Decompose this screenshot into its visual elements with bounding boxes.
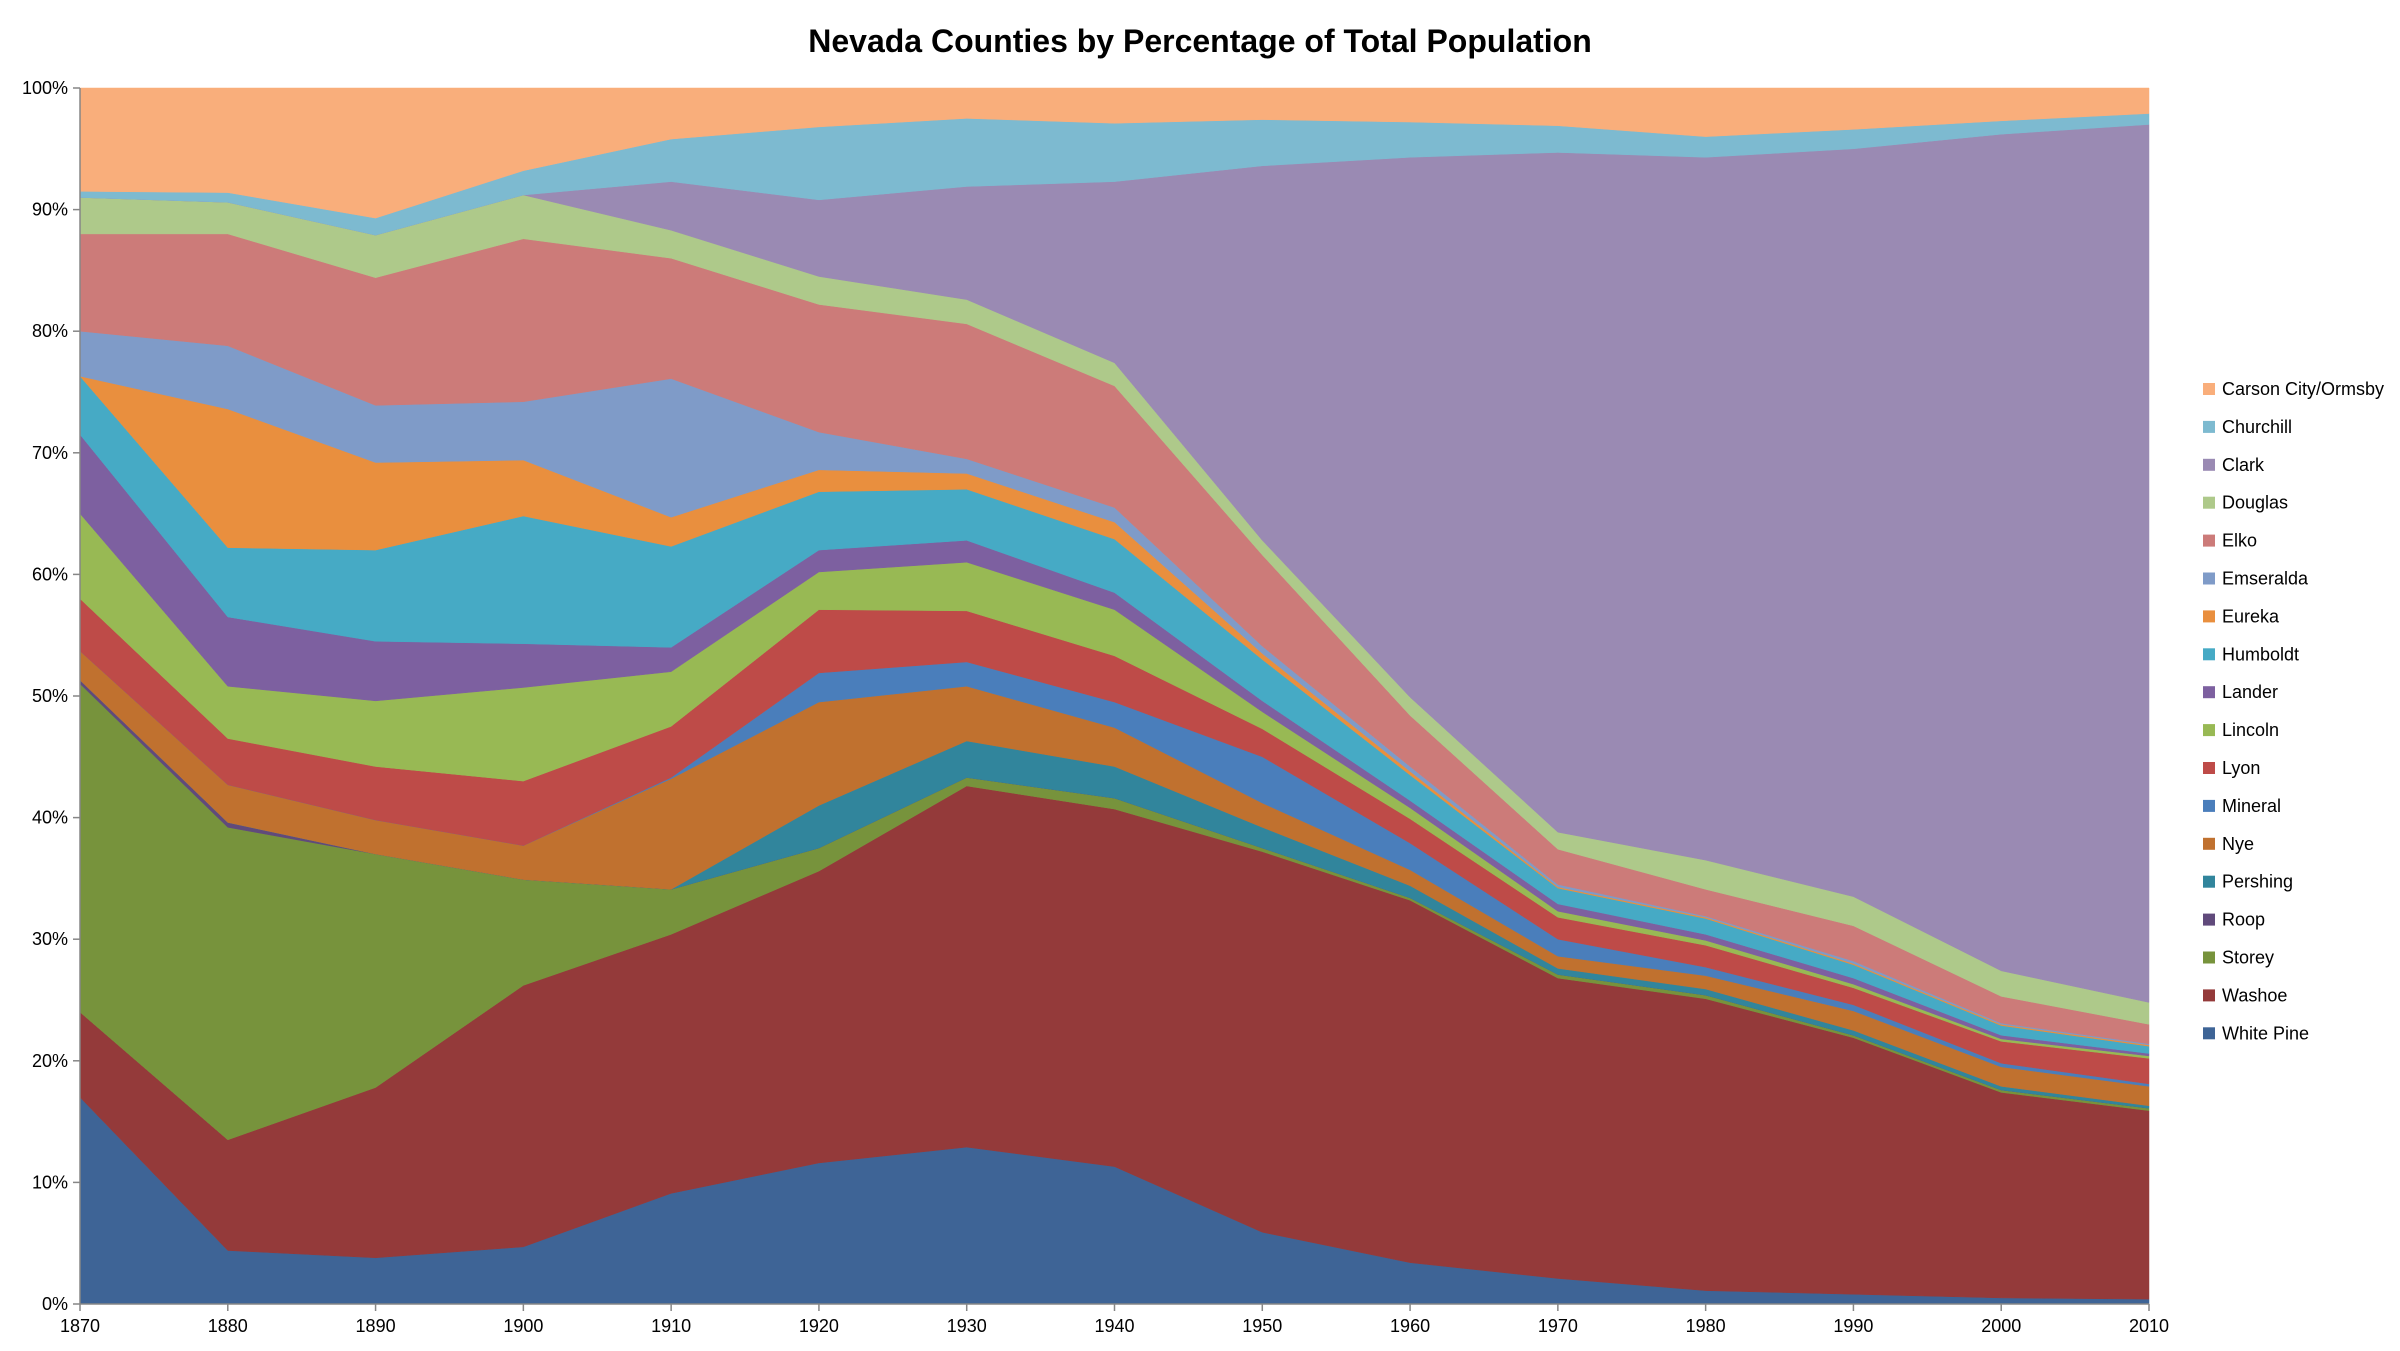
legend-label: Douglas <box>2222 493 2288 513</box>
legend-swatch <box>2203 951 2215 964</box>
legend-label: Lyon <box>2222 758 2260 778</box>
legend-item: Lander <box>2203 682 2278 702</box>
legend-swatch <box>2203 686 2215 699</box>
x-tick-label: 1930 <box>947 1316 987 1336</box>
legend-swatch <box>2203 913 2215 926</box>
legend-label: Carson City/Ormsby <box>2222 379 2384 399</box>
legend-item: Pershing <box>2203 872 2293 892</box>
x-tick-label: 1980 <box>1686 1316 1726 1336</box>
legend-swatch <box>2203 420 2215 433</box>
legend-item: Churchill <box>2203 417 2292 437</box>
legend-item: Washoe <box>2203 985 2287 1005</box>
y-tick-label: 0% <box>42 1294 68 1314</box>
x-tick-label: 1870 <box>60 1316 100 1336</box>
legend-label: Lincoln <box>2222 720 2279 740</box>
area-carson-city-ormsby <box>79 87 2150 219</box>
areas-layer <box>79 87 2150 1305</box>
legend-item: Mineral <box>2203 796 2281 816</box>
x-tick-label: 2010 <box>2129 1316 2169 1336</box>
y-tick-label: 20% <box>32 1051 68 1071</box>
legend-item: Douglas <box>2203 493 2288 513</box>
y-tick-label: 70% <box>32 443 68 463</box>
legend-swatch <box>2203 799 2215 812</box>
legend-item: Storey <box>2203 948 2274 968</box>
legend-item: Lyon <box>2203 758 2260 778</box>
legend-label: Nye <box>2222 834 2254 854</box>
legend-label: Roop <box>2222 910 2265 930</box>
legend-label: Storey <box>2222 948 2274 968</box>
y-tick-label: 90% <box>32 200 68 220</box>
x-tick-label: 2000 <box>1981 1316 2021 1336</box>
legend-label: Mineral <box>2222 796 2281 816</box>
legend-label: Humboldt <box>2222 644 2299 664</box>
legend-item: Clark <box>2203 455 2265 475</box>
y-tick-label: 100% <box>22 78 68 98</box>
legend-swatch <box>2203 837 2215 850</box>
legend-item: Emseralda <box>2203 569 2309 589</box>
legend-item: Carson City/Ormsby <box>2203 379 2384 399</box>
x-tick-label: 1970 <box>1538 1316 1578 1336</box>
x-tick-label: 1910 <box>651 1316 691 1336</box>
axes-layer: 0% 10% 20% 30% 40% 50% 60% 70% 80% 90% 100% 1870 188… <box>22 78 2169 1336</box>
legend-swatch <box>2203 989 2215 1002</box>
legend-swatch <box>2203 572 2215 585</box>
legend-label: Churchill <box>2222 417 2292 437</box>
legend-swatch <box>2203 1027 2215 1040</box>
legend-swatch <box>2203 496 2215 509</box>
chart-title: Nevada Counties by Percentage of Total P… <box>808 23 1592 59</box>
x-tick-label: 1880 <box>208 1316 248 1336</box>
legend-swatch <box>2203 383 2215 395</box>
y-tick-label: 40% <box>32 808 68 828</box>
legend-swatch <box>2203 875 2215 888</box>
x-tick-label: 1990 <box>1833 1316 1873 1336</box>
legend-swatch <box>2203 534 2215 547</box>
legend-item: Lincoln <box>2203 720 2279 740</box>
x-tick-label: 1900 <box>503 1316 543 1336</box>
y-tick-label: 10% <box>32 1172 68 1192</box>
y-tick-label: 80% <box>32 321 68 341</box>
legend-item: Nye <box>2203 834 2254 854</box>
legend-label: Eureka <box>2222 606 2280 626</box>
legend-label: White Pine <box>2222 1023 2309 1043</box>
x-tick-label: 1950 <box>1242 1316 1282 1336</box>
legend-swatch <box>2203 458 2215 471</box>
y-tick-label: 30% <box>32 929 68 949</box>
legend-label: Lander <box>2222 682 2278 702</box>
x-tick-label: 1890 <box>356 1316 396 1336</box>
legend-label: Elko <box>2222 531 2257 551</box>
legend-item: Roop <box>2203 910 2265 930</box>
x-tick-label: 1940 <box>1094 1316 1134 1336</box>
legend-swatch <box>2203 610 2215 623</box>
legend-label: Washoe <box>2222 985 2287 1005</box>
legend-label: Clark <box>2222 455 2265 475</box>
legend-swatch <box>2203 648 2215 661</box>
x-tick-label: 1920 <box>799 1316 839 1336</box>
legend-label: Emseralda <box>2222 569 2309 589</box>
x-tick-label: 1960 <box>1390 1316 1430 1336</box>
legend-item: Eureka <box>2203 606 2280 626</box>
legend-item: Elko <box>2203 531 2257 551</box>
legend-swatch <box>2203 762 2215 774</box>
y-tick-label: 60% <box>32 564 68 584</box>
legend-swatch <box>2203 724 2215 737</box>
legend-item: White Pine <box>2203 1023 2309 1043</box>
legend-label: Pershing <box>2222 872 2293 892</box>
legend: Carson City/Ormsby Churchill Clark Douglas E… <box>2203 379 2384 1043</box>
y-tick-label: 50% <box>32 686 68 706</box>
legend-item: Humboldt <box>2203 644 2299 664</box>
